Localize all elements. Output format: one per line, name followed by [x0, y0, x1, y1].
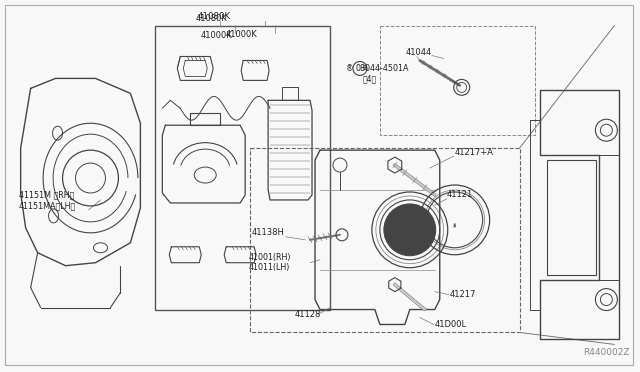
Text: 41121: 41121 — [447, 190, 473, 199]
Bar — [156, 26, 330, 310]
Text: 41044: 41044 — [406, 48, 432, 57]
Text: ®: ® — [346, 64, 353, 73]
Text: B: B — [362, 65, 367, 71]
Text: 41080K: 41080K — [197, 12, 230, 21]
Text: 41080K: 41080K — [195, 14, 227, 23]
Text: 41D00L: 41D00L — [435, 320, 467, 329]
Text: 08044-4501A: 08044-4501A — [356, 64, 410, 73]
Text: 41128: 41128 — [295, 310, 321, 319]
Text: 41011(LH): 41011(LH) — [248, 263, 289, 272]
Text: 41217: 41217 — [450, 290, 476, 299]
Text: 〈4〉: 〈4〉 — [363, 74, 377, 83]
Bar — [380, 26, 534, 135]
Bar — [250, 148, 520, 333]
Bar — [547, 160, 596, 275]
Text: 41001(RH): 41001(RH) — [248, 253, 291, 262]
Text: 41138H: 41138H — [252, 228, 284, 237]
Text: 41151MA〈LH〉: 41151MA〈LH〉 — [19, 201, 76, 211]
Text: 41000K: 41000K — [225, 30, 257, 39]
Circle shape — [384, 204, 436, 256]
Text: 41000K: 41000K — [200, 31, 232, 40]
Text: R440002Z: R440002Z — [583, 348, 629, 357]
Text: 41217+A: 41217+A — [454, 148, 493, 157]
Text: 41151M 〈RH〉: 41151M 〈RH〉 — [19, 190, 74, 199]
